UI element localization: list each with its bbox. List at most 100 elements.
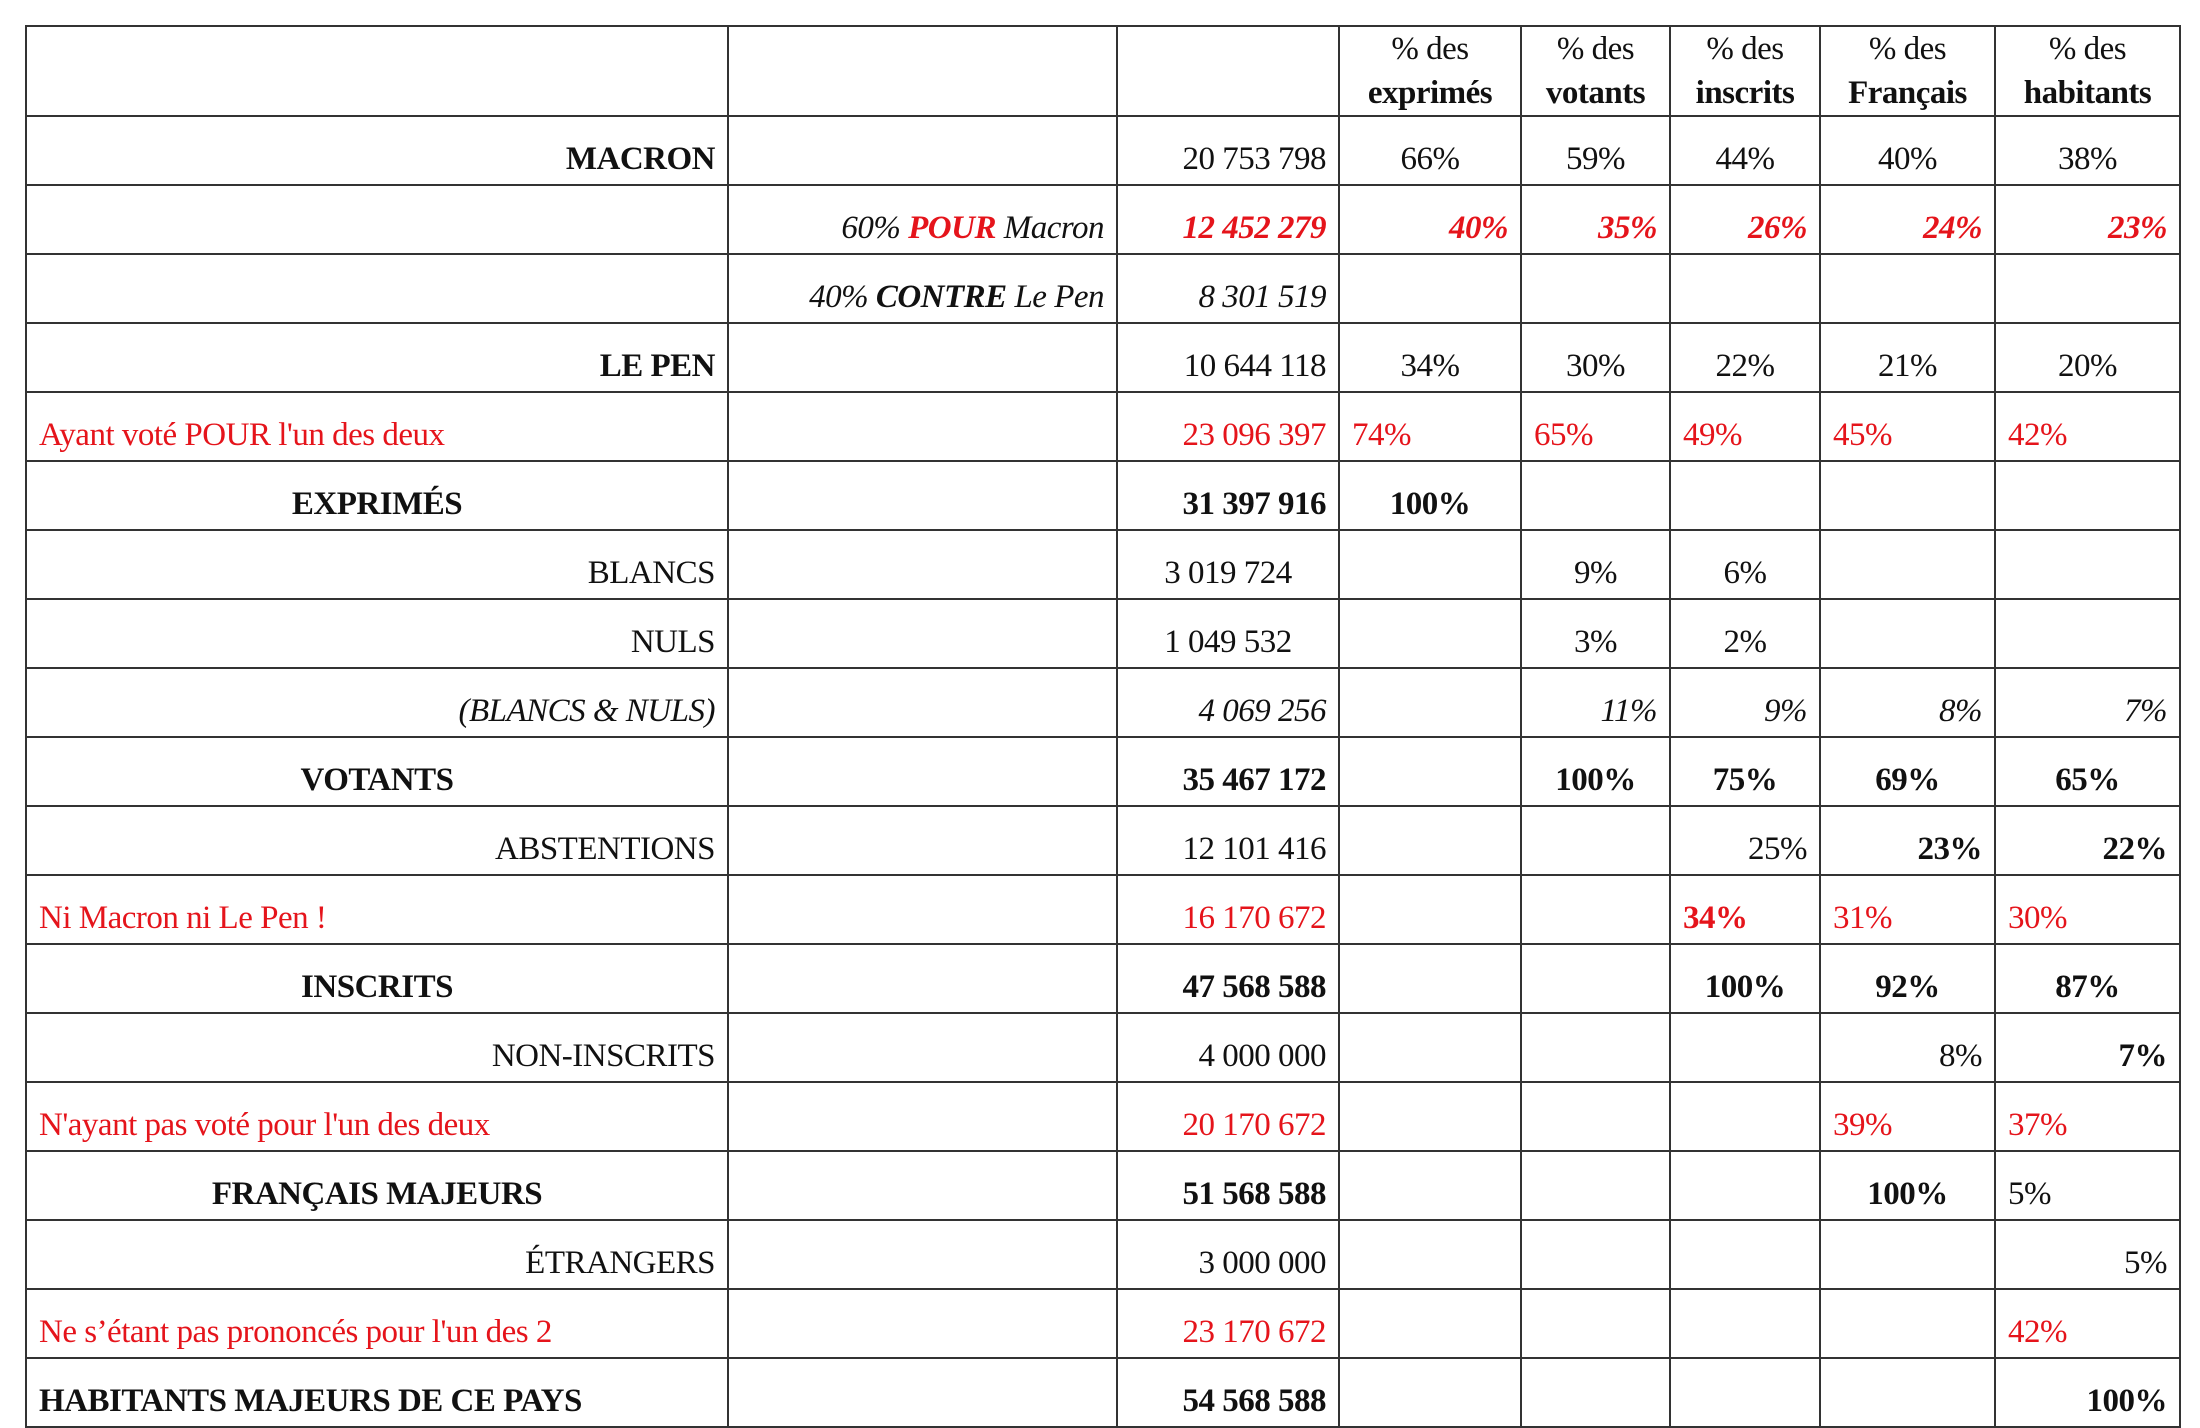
table-row: VOTANTS 35 467 172 100% 75% 69% 65% bbox=[25, 736, 2181, 807]
percent-cell bbox=[1819, 529, 1996, 600]
percent-cell bbox=[1520, 1150, 1671, 1221]
percent-cell bbox=[1520, 1081, 1671, 1152]
count-cell: 31 397 916 bbox=[1116, 460, 1340, 531]
row-label: ABSTENTIONS bbox=[25, 805, 729, 876]
row-label: FRANÇAIS MAJEURS bbox=[25, 1150, 729, 1221]
percent-cell bbox=[1338, 1219, 1522, 1290]
percent-cell: 6% bbox=[1669, 529, 1821, 600]
row-sublabel bbox=[727, 1219, 1118, 1290]
count-cell: 12 101 416 bbox=[1116, 805, 1340, 876]
row-sublabel bbox=[727, 1081, 1118, 1152]
percent-cell bbox=[1819, 1288, 1996, 1359]
count-cell: 35 467 172 bbox=[1116, 736, 1340, 807]
percent-cell: 9% bbox=[1669, 667, 1821, 738]
sublabel-pre: 60% bbox=[841, 210, 909, 246]
percent-cell bbox=[1338, 598, 1522, 669]
percent-cell bbox=[1520, 1288, 1671, 1359]
percent-cell: 26% bbox=[1669, 184, 1821, 255]
column-header: % des votants bbox=[1520, 25, 1671, 117]
row-sublabel bbox=[727, 115, 1118, 186]
percent-cell bbox=[1819, 460, 1996, 531]
row-sublabel bbox=[727, 598, 1118, 669]
table-row: Ni Macron ni Le Pen ! 16 170 672 34% 31% 30% bbox=[25, 874, 2181, 945]
sublabel-post: Macron bbox=[995, 210, 1105, 246]
column-header-bottom: Français bbox=[1848, 75, 1967, 111]
percent-cell: 23% bbox=[1994, 184, 2181, 255]
percent-cell: 5% bbox=[1994, 1150, 2181, 1221]
percent-cell bbox=[1819, 1219, 1996, 1290]
percent-cell bbox=[1520, 1219, 1671, 1290]
percent-cell bbox=[1520, 1012, 1671, 1083]
table-row: EXPRIMÉS 31 397 916 100% bbox=[25, 460, 2181, 531]
row-sublabel bbox=[727, 805, 1118, 876]
percent-cell bbox=[1338, 943, 1522, 1014]
row-label: N'ayant pas voté pour l'un des deux bbox=[25, 1081, 729, 1152]
row-sublabel bbox=[727, 1288, 1118, 1359]
percent-cell: 22% bbox=[1994, 805, 2181, 876]
row-label: MACRON bbox=[25, 115, 729, 186]
percent-cell bbox=[1338, 736, 1522, 807]
percent-cell: 25% bbox=[1669, 805, 1821, 876]
table-row: 40% CONTRE Le Pen 8 301 519 bbox=[25, 253, 2181, 324]
percent-cell: 100% bbox=[1994, 1357, 2181, 1428]
percent-cell: 22% bbox=[1669, 322, 1821, 393]
percent-cell: 11% bbox=[1520, 667, 1671, 738]
header-empty-cell bbox=[1116, 25, 1340, 117]
row-label: NULS bbox=[25, 598, 729, 669]
percent-cell: 59% bbox=[1520, 115, 1671, 186]
row-sublabel: 60% POUR Macron bbox=[727, 184, 1118, 255]
row-label: ÉTRANGERS bbox=[25, 1219, 729, 1290]
percent-cell: 92% bbox=[1819, 943, 1996, 1014]
row-sublabel bbox=[727, 736, 1118, 807]
percent-cell bbox=[1338, 1012, 1522, 1083]
percent-cell: 75% bbox=[1669, 736, 1821, 807]
row-label: EXPRIMÉS bbox=[25, 460, 729, 531]
table-row: BLANCS 3 019 724 9% 6% bbox=[25, 529, 2181, 600]
percent-cell bbox=[1520, 460, 1671, 531]
percent-cell: 7% bbox=[1994, 667, 2181, 738]
table-row: HABITANTS MAJEURS DE CE PAYS 54 568 588 10… bbox=[25, 1357, 2181, 1428]
row-sublabel bbox=[727, 1357, 1118, 1428]
count-cell: 3 019 724 bbox=[1116, 529, 1340, 600]
sublabel-post: Le Pen bbox=[1006, 279, 1104, 315]
percent-cell bbox=[1520, 874, 1671, 945]
row-sublabel bbox=[727, 391, 1118, 462]
percent-cell: 69% bbox=[1819, 736, 1996, 807]
count-cell: 51 568 588 bbox=[1116, 1150, 1340, 1221]
column-header-top: % des bbox=[1556, 31, 1635, 67]
count-cell: 54 568 588 bbox=[1116, 1357, 1340, 1428]
count-cell: 20 170 672 bbox=[1116, 1081, 1340, 1152]
percent-cell: 65% bbox=[1994, 736, 2181, 807]
table-row: Ayant voté POUR l'un des deux 23 096 397 7… bbox=[25, 391, 2181, 462]
percent-cell: 100% bbox=[1338, 460, 1522, 531]
percent-cell: 42% bbox=[1994, 1288, 2181, 1359]
row-label: Ni Macron ni Le Pen ! bbox=[25, 874, 729, 945]
percent-cell: 38% bbox=[1994, 115, 2181, 186]
row-label: LE PEN bbox=[25, 322, 729, 393]
row-sublabel bbox=[727, 1012, 1118, 1083]
percent-cell bbox=[1338, 253, 1522, 324]
percent-cell: 66% bbox=[1338, 115, 1522, 186]
percent-cell: 8% bbox=[1819, 667, 1996, 738]
column-header-top: % des bbox=[1868, 31, 1947, 67]
percent-cell bbox=[1338, 1081, 1522, 1152]
percent-cell bbox=[1669, 1357, 1821, 1428]
sublabel-em: CONTRE bbox=[875, 279, 1007, 315]
row-sublabel bbox=[727, 529, 1118, 600]
table-row: 60% POUR Macron 12 452 279 40% 35% 26% 24% 23% bbox=[25, 184, 2181, 255]
table-row: NULS 1 049 532 3% 2% bbox=[25, 598, 2181, 669]
percent-cell bbox=[1338, 1357, 1522, 1428]
header-empty-cell bbox=[727, 25, 1118, 117]
percent-cell: 31% bbox=[1819, 874, 1996, 945]
table-row: LE PEN 10 644 118 34% 30% 22% 21% 20% bbox=[25, 322, 2181, 393]
percent-cell bbox=[1338, 874, 1522, 945]
percent-cell: 3% bbox=[1520, 598, 1671, 669]
column-header: % des exprimés bbox=[1338, 25, 1522, 117]
percent-cell: 40% bbox=[1819, 115, 1996, 186]
percent-cell: 39% bbox=[1819, 1081, 1996, 1152]
percent-cell bbox=[1338, 529, 1522, 600]
percent-cell bbox=[1669, 1150, 1821, 1221]
percent-cell: 7% bbox=[1994, 1012, 2181, 1083]
election-results-table: % des exprimés% des votants% des inscrits% … bbox=[25, 25, 2181, 1428]
percent-cell: 49% bbox=[1669, 391, 1821, 462]
